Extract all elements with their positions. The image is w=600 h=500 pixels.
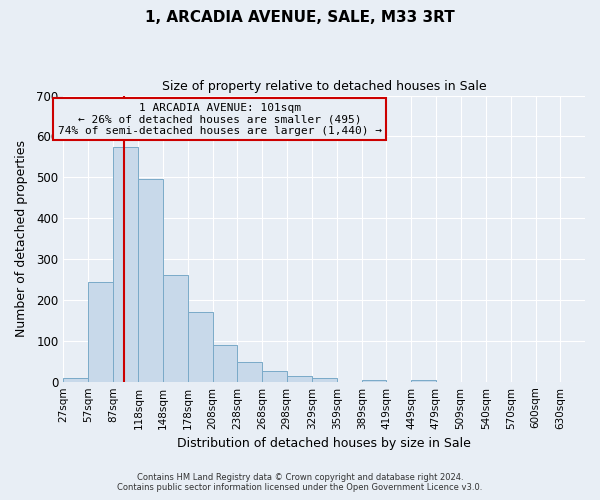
Bar <box>212 345 237 382</box>
Bar <box>88 282 113 382</box>
Bar <box>287 376 312 382</box>
Bar <box>362 380 386 382</box>
X-axis label: Distribution of detached houses by size in Sale: Distribution of detached houses by size … <box>177 437 471 450</box>
Bar <box>312 378 337 382</box>
Text: Contains HM Land Registry data © Crown copyright and database right 2024.
Contai: Contains HM Land Registry data © Crown c… <box>118 473 482 492</box>
Bar <box>163 276 188 382</box>
Bar <box>139 180 163 382</box>
Text: 1 ARCADIA AVENUE: 101sqm
← 26% of detached houses are smaller (495)
74% of semi-: 1 ARCADIA AVENUE: 101sqm ← 26% of detach… <box>58 102 382 136</box>
Bar <box>237 362 262 382</box>
Bar <box>113 146 139 382</box>
Y-axis label: Number of detached properties: Number of detached properties <box>15 140 28 337</box>
Bar <box>188 312 212 382</box>
Text: 1, ARCADIA AVENUE, SALE, M33 3RT: 1, ARCADIA AVENUE, SALE, M33 3RT <box>145 10 455 25</box>
Title: Size of property relative to detached houses in Sale: Size of property relative to detached ho… <box>162 80 487 93</box>
Bar <box>262 370 287 382</box>
Bar <box>64 378 88 382</box>
Bar <box>411 380 436 382</box>
